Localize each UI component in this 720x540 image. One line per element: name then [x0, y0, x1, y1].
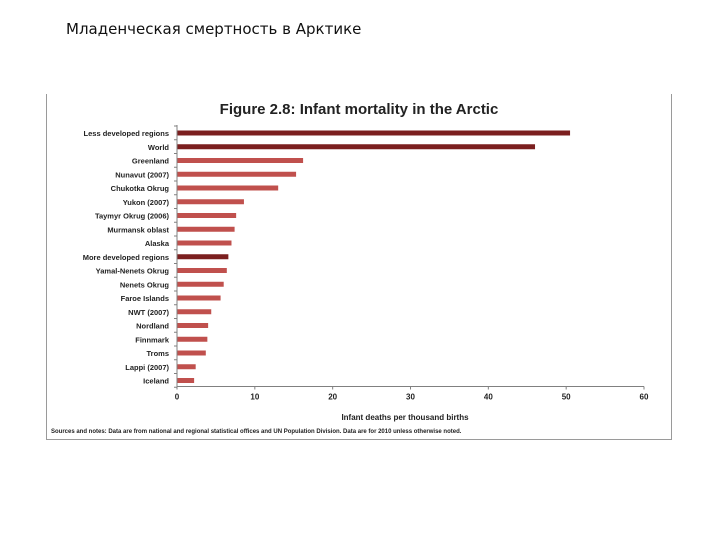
category-label: Chukotka Okrug	[111, 184, 170, 193]
category-label: Greenland	[132, 157, 170, 166]
bar	[177, 336, 208, 342]
category-label: Finnmark	[135, 335, 170, 344]
bar	[177, 130, 571, 136]
x-axis-label: Infant deaths per thousand births	[341, 413, 469, 422]
x-tick-label: 10	[250, 393, 259, 402]
bar	[177, 309, 212, 315]
chart-figure: Figure 2.8: Infant mortality in the Arct…	[46, 94, 672, 440]
x-tick-label: 40	[484, 393, 493, 402]
slide-title: Младенческая смертность в Арктике	[66, 20, 362, 38]
category-label: Yukon (2007)	[123, 198, 170, 207]
category-label: World	[148, 143, 170, 152]
category-label: Nunavut (2007)	[115, 170, 169, 179]
category-label: Faroe Islands	[121, 294, 169, 303]
bar	[177, 240, 232, 246]
bar	[177, 378, 195, 383]
x-tick-label: 0	[175, 393, 180, 402]
category-label: Less developed regions	[84, 129, 169, 138]
source-notes: Sources and notes: Data are from nationa…	[51, 429, 462, 435]
bar	[177, 213, 237, 218]
category-label: Iceland	[143, 377, 169, 386]
x-tick-label: 50	[562, 393, 571, 402]
x-tick-label: 60	[640, 393, 649, 402]
bar	[177, 268, 227, 273]
category-label: Alaska	[145, 239, 170, 248]
bar	[177, 295, 221, 301]
bar	[177, 281, 224, 287]
category-label: Taymyr Okrug (2006)	[95, 212, 170, 221]
category-label: Lappi (2007)	[125, 363, 169, 372]
x-tick-label: 20	[328, 393, 337, 402]
bar	[177, 254, 229, 260]
bar	[177, 185, 279, 191]
category-label: NWT (2007)	[128, 308, 169, 317]
category-label: Nordland	[136, 322, 169, 331]
bar	[177, 364, 196, 370]
bar-chart: Figure 2.8: Infant mortality in the Arct…	[83, 101, 649, 422]
bar	[177, 171, 297, 177]
category-label: Murmansk oblast	[107, 225, 169, 234]
bar	[177, 158, 304, 163]
bar	[177, 323, 209, 328]
bar	[177, 350, 206, 356]
bar	[177, 144, 536, 150]
bar	[177, 226, 235, 232]
bar	[177, 199, 244, 205]
chart-title: Figure 2.8: Infant mortality in the Arct…	[220, 101, 499, 118]
x-tick-label: 30	[406, 393, 415, 402]
category-label: Troms	[146, 349, 169, 358]
category-label: Nenets Okrug	[120, 280, 170, 289]
category-label: More developed regions	[83, 253, 169, 262]
category-label: Yamal-Nenets Okrug	[96, 267, 170, 276]
